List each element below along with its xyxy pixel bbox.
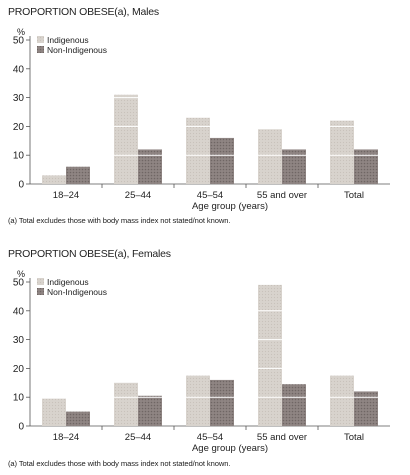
y-axis-label: % [17,27,25,37]
bar-non-indigenous [354,391,378,426]
females-chart-panel: PROPORTION OBESE(a), Females % 0 10 20 30 40 5… [0,248,410,472]
bar-indigenous [330,375,354,426]
bar-indigenous [114,94,138,184]
legend-swatch-non-indigenous [37,46,44,53]
chart-footnote: (a) Total excludes those with body mass … [8,459,231,468]
bar-non-indigenous [282,384,306,426]
x-tick-label: 45–54 [197,190,223,201]
legend-swatch-non-indigenous [37,288,44,295]
bar-non-indigenous [210,379,234,426]
y-tick-label: 0 [18,180,24,191]
y-tick-label: 10 [13,393,25,404]
bar-indigenous [114,382,138,426]
y-tick-label: 20 [13,364,25,375]
bar-indigenous [330,120,354,184]
bar-non-indigenous [354,149,378,184]
bar-indigenous [186,117,210,184]
chart-title: PROPORTION OBESE(a), Females [8,248,171,260]
males-chart-panel: PROPORTION OBESE(a), Males % 0 10 20 30 40 50 1… [0,6,410,230]
bar-non-indigenous [282,149,306,184]
legend-swatch-indigenous [37,36,44,43]
y-tick-label: 50 [13,36,25,47]
legend-label: Indigenous [47,35,89,45]
y-tick-label: 40 [13,64,25,75]
legend-label: Non-Indigenous [47,45,107,55]
x-tick-label: 18–24 [53,432,79,443]
x-tick-label: Total [344,190,364,201]
legend-swatch-indigenous [37,278,44,285]
bar-indigenous [42,175,66,184]
bar-indigenous [186,375,210,426]
y-tick-label: 40 [13,306,25,317]
x-tick-label: 25–44 [125,432,151,443]
y-tick-label: 50 [13,278,25,289]
males-chart: % 0 10 20 30 40 50 18–24 25–44 45–54 55 and over To… [13,27,390,212]
bar-non-indigenous [66,411,90,426]
chart-title: PROPORTION OBESE(a), Males [8,6,159,18]
y-tick-label: 30 [13,335,25,346]
y-tick-label: 0 [18,422,24,433]
x-tick-label: 45–54 [197,432,223,443]
x-tick-label: Total [344,432,364,443]
chart-footnote: (a) Total excludes those with body mass … [8,216,231,225]
legend-label: Indigenous [47,277,89,287]
x-tick-label: 18–24 [53,190,79,201]
bar-non-indigenous [66,166,90,184]
bar-indigenous [42,398,66,426]
females-chart: % 0 10 20 30 40 50 18–24 25–44 45–54 55 and over To… [13,269,390,454]
x-tick-label: 25–44 [125,190,151,201]
legend-label: Non-Indigenous [47,287,107,297]
x-axis-label: Age group (years) [192,443,268,454]
y-tick-label: 20 [13,122,25,133]
bar-non-indigenous [138,395,162,426]
bar-indigenous [258,129,282,184]
bar-non-indigenous [210,137,234,184]
y-axis-label: % [17,269,25,279]
x-tick-label: 55 and over [257,432,307,443]
y-tick-label: 30 [13,93,25,104]
x-tick-label: 55 and over [257,190,307,201]
x-axis-label: Age group (years) [192,201,268,212]
bar-indigenous [258,284,282,426]
y-tick-label: 10 [13,151,25,162]
bar-non-indigenous [138,149,162,184]
